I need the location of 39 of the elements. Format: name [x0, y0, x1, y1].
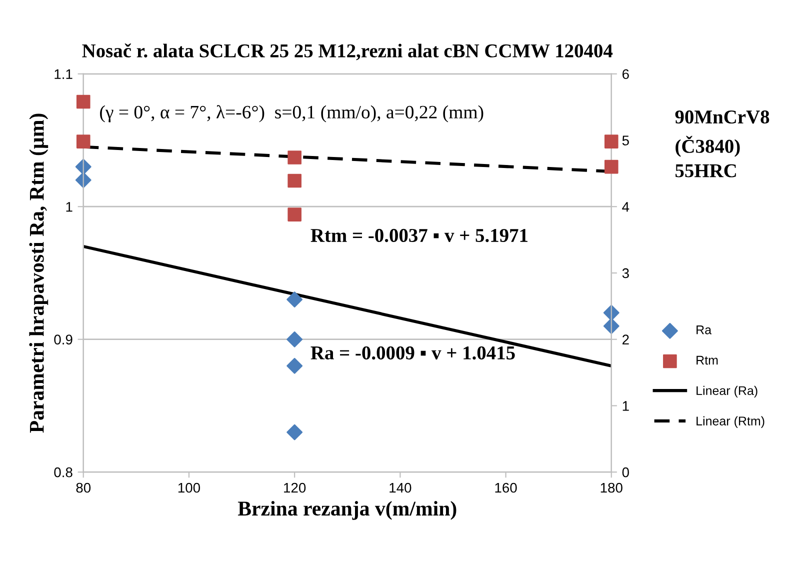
- point: [288, 208, 302, 222]
- y2-tick-label: 4: [622, 202, 630, 212]
- x-tick-label: 160: [495, 482, 517, 493]
- x-tick-label: 80: [76, 482, 91, 493]
- legend-label: Rtm: [696, 356, 718, 365]
- y2-tick-label: 2: [622, 334, 629, 344]
- legend-label: Linear (Rtm): [696, 416, 764, 428]
- x-tick-label: 120: [284, 482, 306, 493]
- y2-tick-label: 3: [622, 268, 629, 278]
- y-tick-label: 0.9: [54, 334, 72, 345]
- y-tick-label: 1: [66, 202, 72, 212]
- legend-label: Ra: [696, 326, 712, 334]
- annotation: (γ = 0°, α = 7°, λ=-6°) s=0,1 (mm/o), a=0,22 (mm): [100, 105, 484, 122]
- y-axis-title: Parametri hrapavosti Ra, Rtm (µm): [29, 114, 48, 433]
- point: [286, 331, 303, 348]
- point: [286, 358, 303, 374]
- x-tick-label: 100: [178, 482, 200, 493]
- y-tick-label: 0.8: [54, 467, 72, 478]
- x-axis-title: Brzina rezanja v(m/min): [238, 500, 456, 520]
- point: [286, 292, 303, 308]
- point: [288, 174, 302, 188]
- x-tick-label: 140: [390, 482, 412, 493]
- point: [288, 150, 302, 164]
- point: [76, 134, 90, 148]
- point: [604, 134, 618, 148]
- point: [76, 94, 90, 109]
- y2-tick-label: 5: [622, 136, 629, 146]
- chart-title: Nosač r. alata SCLCR 25 25 M12,rezni alat cBN CCMW 120404: [82, 44, 613, 60]
- legend-label: Linear (Ra): [696, 386, 758, 398]
- y-tick-label: 1.1: [54, 69, 72, 79]
- y2-tick-label: 1: [622, 401, 629, 411]
- y2-tick-label: 0: [622, 467, 629, 478]
- annotation: Ra = -0.0009 ▪ v + 1.0415: [310, 346, 515, 360]
- annotation: Rtm = -0.0037 ▪ v + 5.1971: [310, 228, 528, 242]
- y2-tick-label: 6: [622, 69, 629, 80]
- point: [286, 424, 303, 440]
- point: [604, 160, 618, 174]
- x-tick-label: 180: [600, 482, 622, 493]
- text: 90MnCrV8 (Č3840) 55HRC: [675, 110, 770, 178]
